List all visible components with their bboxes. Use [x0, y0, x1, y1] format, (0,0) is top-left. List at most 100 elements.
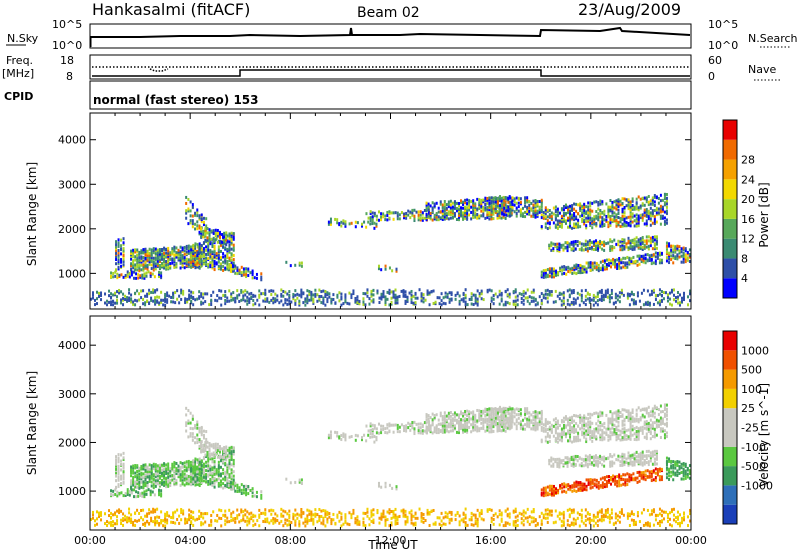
power-cell [592, 298, 595, 302]
power-cell [464, 201, 467, 205]
velocity-cell [609, 434, 612, 438]
power-cell [665, 241, 668, 245]
power-cell [314, 294, 317, 298]
velocity-cell [619, 429, 622, 433]
velocity-cell [486, 419, 489, 423]
power-cell [198, 245, 201, 249]
power-cell [546, 273, 549, 277]
velocity-cell [443, 427, 446, 431]
velocity-cell [373, 424, 376, 428]
power-cell [613, 206, 616, 210]
velocity-cell [462, 428, 465, 432]
velocity-cell [528, 411, 531, 415]
velocity-cell [615, 414, 618, 418]
power-cell [146, 292, 149, 296]
power-cell [464, 211, 467, 215]
power-cell [207, 248, 210, 252]
power-cell [656, 301, 659, 305]
power-cell [394, 299, 397, 303]
power-cell [648, 301, 651, 305]
power-cell [162, 303, 165, 307]
power-cell [596, 303, 599, 307]
velocity-cell [185, 481, 188, 485]
power-cell [380, 215, 383, 219]
power-cell [247, 267, 250, 271]
power-cell [516, 303, 519, 307]
power-cell [576, 243, 579, 247]
power-cell [629, 242, 632, 246]
power-cell [205, 224, 208, 228]
velocity-cell [427, 427, 430, 431]
power-cell [427, 214, 430, 218]
power-cell [556, 210, 559, 214]
power-cell [292, 297, 295, 301]
velocity-cell [482, 427, 485, 431]
velocity-cell [468, 425, 471, 429]
power-cell [227, 268, 230, 272]
power-cell [657, 207, 660, 211]
power-cell [447, 217, 450, 221]
power-cell [618, 262, 621, 266]
power-cell [134, 291, 137, 295]
power-cell [210, 294, 213, 298]
velocity-cell [556, 432, 559, 436]
power-cell [194, 211, 197, 215]
power-cell [162, 298, 165, 302]
power-cell [298, 293, 301, 297]
power-cell [490, 205, 493, 209]
power-cell [569, 212, 572, 216]
velocity-cell [161, 471, 164, 475]
power-cell [598, 298, 601, 302]
velocity-cell [218, 446, 221, 450]
power-cell [184, 299, 187, 303]
velocity-cell [202, 475, 205, 479]
power-cell [187, 197, 190, 201]
power-cell [512, 290, 515, 294]
power-cell [558, 291, 561, 295]
power-cell [637, 206, 640, 210]
power-cell [634, 302, 637, 306]
power-cell [218, 235, 221, 239]
power-cell [649, 211, 652, 215]
velocity-cell [464, 409, 467, 413]
power-cell [428, 212, 431, 216]
power-cell [572, 242, 575, 246]
power-cell [674, 296, 677, 300]
power-cell [617, 243, 620, 247]
nave-tick-top: 60 [708, 54, 722, 67]
velocity-cell [577, 424, 580, 428]
power-cell [185, 209, 188, 213]
power-cell [558, 224, 561, 228]
velocity-cell [150, 464, 153, 468]
power-cell [609, 238, 612, 242]
velocity-cell [171, 467, 174, 471]
power-cell [474, 293, 477, 297]
velocity-cell [486, 425, 489, 429]
power-cell [202, 235, 205, 239]
velocity-cell [548, 427, 551, 431]
velocity-cell [192, 466, 195, 470]
velocity-cell [621, 413, 624, 417]
power-cell [312, 293, 315, 297]
velocity-cell [205, 464, 208, 468]
velocity-cell [449, 422, 452, 426]
velocity-cell [490, 421, 493, 425]
power-cell [120, 301, 123, 305]
power-cell [229, 269, 232, 273]
power-cell [688, 292, 691, 296]
power-cell [367, 220, 370, 224]
power-cell [336, 218, 339, 222]
velocity-cell [153, 493, 156, 497]
power-cell [573, 214, 576, 218]
power-cell [404, 299, 407, 303]
power-cell [406, 298, 409, 302]
power-cell [617, 198, 620, 202]
power-cell [310, 294, 313, 298]
power-cell [196, 243, 199, 247]
power-cell [486, 198, 489, 202]
velocity-cell [554, 429, 557, 433]
velocity-cell [607, 438, 610, 442]
power-cell [536, 209, 539, 213]
power-cell [245, 270, 248, 274]
power-cell [509, 209, 512, 213]
